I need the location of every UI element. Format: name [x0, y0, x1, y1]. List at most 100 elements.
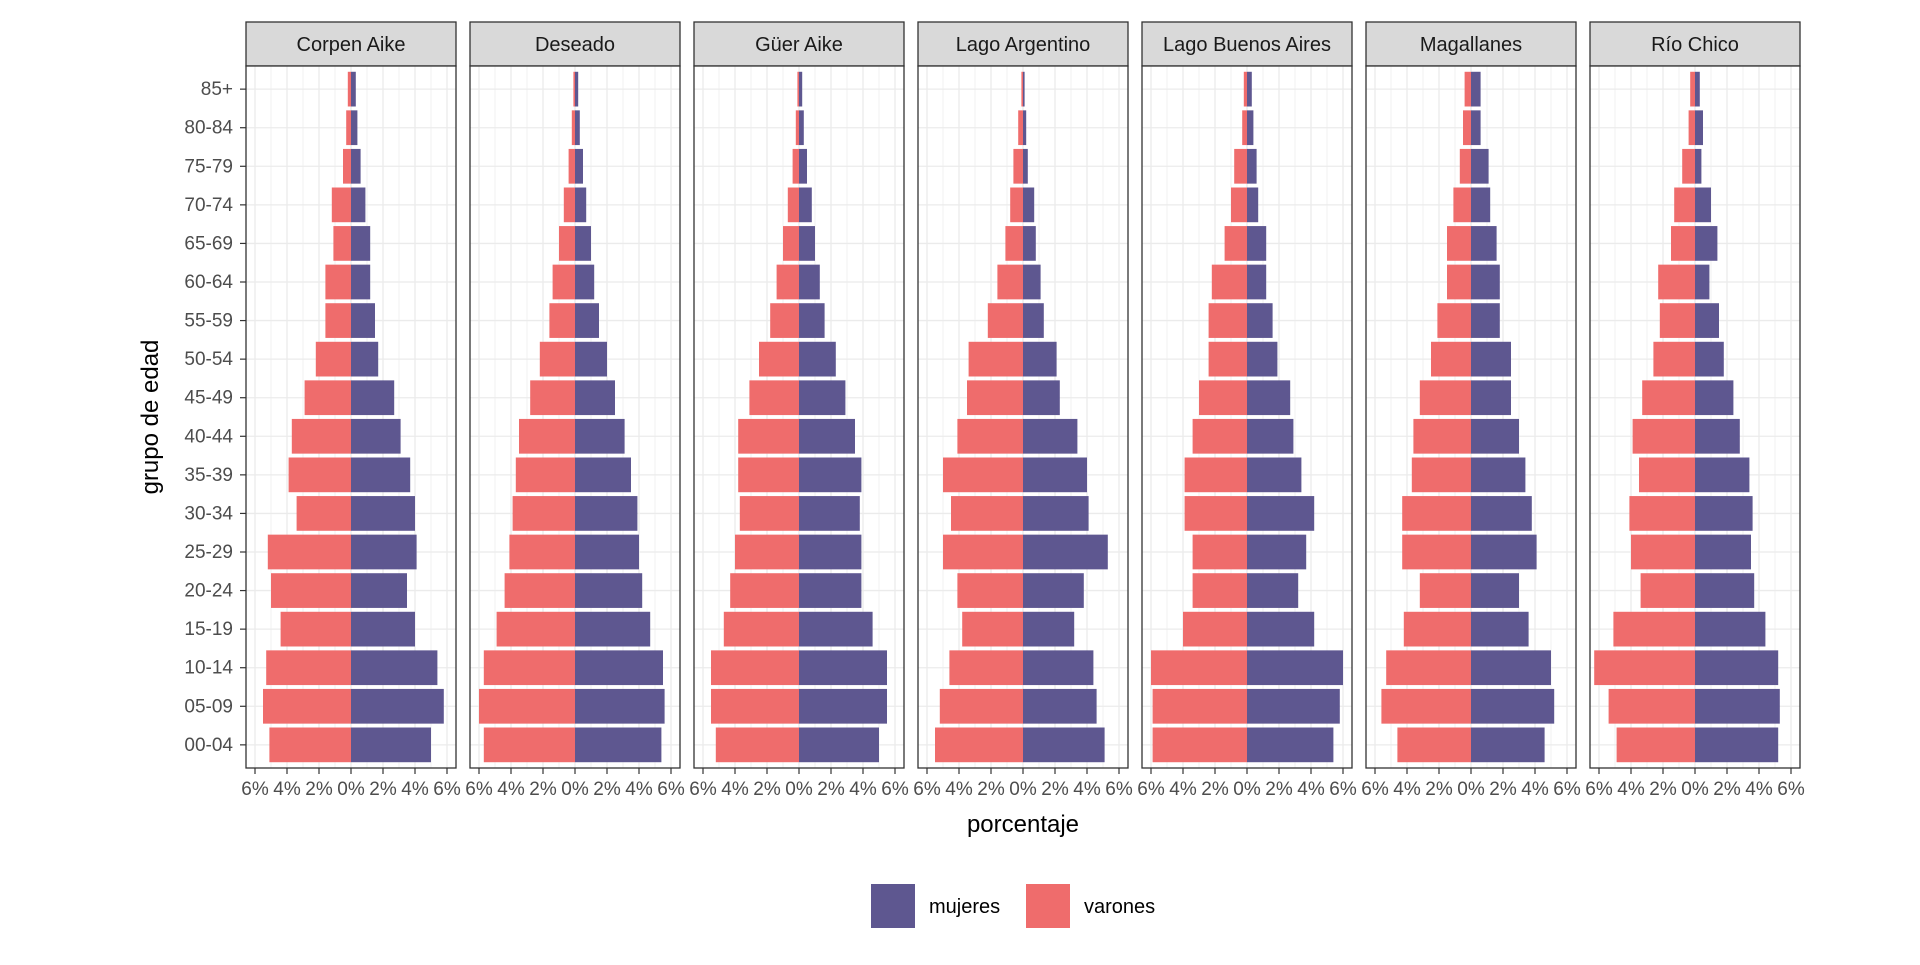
facet-strip-label: Magallanes: [1420, 34, 1522, 56]
bar-varones: [787, 187, 799, 223]
x-tick-label: 6%: [1105, 779, 1133, 800]
bar-varones: [1192, 534, 1247, 570]
bar-varones: [1453, 187, 1471, 223]
bar-mujeres: [351, 187, 366, 223]
bar-varones: [1211, 264, 1247, 300]
x-tick-label: 0%: [1009, 779, 1037, 800]
bar-mujeres: [351, 380, 395, 416]
bar-mujeres: [1247, 534, 1307, 570]
y-tick-label: 05-09: [184, 696, 233, 717]
facet-strip-label: Río Chico: [1651, 34, 1739, 56]
x-tick-label: 4%: [945, 779, 973, 800]
bar-varones: [962, 611, 1023, 647]
bar-mujeres: [351, 650, 438, 686]
bar-mujeres: [575, 496, 638, 531]
bar-varones: [715, 727, 799, 763]
x-tick-label: 0%: [1681, 779, 1709, 800]
y-tick-label: 60-64: [184, 272, 233, 293]
bar-mujeres: [1247, 341, 1278, 377]
bar-mujeres: [1471, 341, 1511, 377]
bar-mujeres: [575, 650, 663, 686]
bar-varones: [325, 264, 351, 300]
bar-varones: [1629, 496, 1695, 531]
bar-mujeres: [351, 418, 401, 454]
bar-mujeres: [1471, 264, 1500, 300]
bar-mujeres: [799, 688, 887, 724]
bar-varones: [783, 226, 799, 261]
facet-strip: [469, 21, 681, 67]
bar-varones: [997, 264, 1023, 300]
bar-mujeres: [1247, 418, 1294, 454]
bar-varones: [343, 148, 351, 184]
x-tick-label: 2%: [1425, 779, 1453, 800]
facet-strip-label: Lago Buenos Aires: [1163, 34, 1331, 56]
bar-varones: [1688, 110, 1695, 146]
y-axis-title: grupo de edad: [137, 340, 164, 495]
y-tick-label: 70-74: [184, 195, 233, 216]
bar-varones: [749, 380, 799, 416]
bar-varones: [1184, 457, 1247, 493]
bar-mujeres: [799, 110, 804, 146]
x-tick-label: 2%: [1713, 779, 1741, 800]
bar-mujeres: [1695, 71, 1700, 107]
facet-strip: [1365, 21, 1577, 67]
bar-varones: [1659, 303, 1695, 338]
bar-mujeres: [799, 496, 860, 531]
bar-varones: [939, 688, 1023, 724]
x-tick-label: 2%: [753, 779, 781, 800]
bar-mujeres: [799, 303, 825, 338]
facet-strip-label: Güer Aike: [755, 34, 843, 56]
bar-mujeres: [1023, 380, 1060, 416]
x-tick-label: 4%: [1617, 779, 1645, 800]
bar-mujeres: [351, 534, 417, 570]
bar-mujeres: [1023, 496, 1089, 531]
bar-varones: [1386, 650, 1471, 686]
bar-varones: [1642, 380, 1695, 416]
bar-mujeres: [575, 534, 639, 570]
bar-varones: [943, 534, 1023, 570]
x-tick-label: 2%: [593, 779, 621, 800]
bar-varones: [735, 534, 799, 570]
x-tick-label: 6%: [465, 779, 493, 800]
bar-mujeres: [351, 341, 379, 377]
bar-mujeres: [1023, 727, 1105, 763]
bar-mujeres: [1695, 187, 1711, 223]
bar-varones: [951, 496, 1023, 531]
x-tick-label: 6%: [1553, 779, 1581, 800]
bar-varones: [967, 380, 1023, 416]
bar-mujeres: [1695, 573, 1755, 608]
x-tick-label: 2%: [1265, 779, 1293, 800]
bar-mujeres: [1471, 573, 1519, 608]
bar-mujeres: [1247, 573, 1299, 608]
bar-mujeres: [575, 688, 665, 724]
bar-varones: [263, 688, 351, 724]
bar-varones: [267, 534, 351, 570]
y-tick-label: 50-54: [184, 349, 233, 370]
bar-varones: [987, 303, 1023, 338]
bar-mujeres: [575, 303, 599, 338]
legend-label: varones: [1084, 896, 1155, 918]
bar-varones: [943, 457, 1023, 493]
x-tick-label: 2%: [1201, 779, 1229, 800]
bar-mujeres: [1247, 71, 1252, 107]
bar-mujeres: [1023, 341, 1057, 377]
bar-mujeres: [1695, 650, 1779, 686]
bar-varones: [1431, 341, 1471, 377]
x-tick-label: 0%: [561, 779, 589, 800]
bar-varones: [1192, 418, 1247, 454]
bar-varones: [573, 71, 575, 107]
bar-mujeres: [1471, 187, 1491, 223]
x-tick-label: 2%: [1649, 779, 1677, 800]
y-tick-label: 10-14: [184, 658, 233, 679]
x-tick-label: 4%: [1297, 779, 1325, 800]
bar-varones: [530, 380, 575, 416]
bar-mujeres: [1695, 226, 1718, 261]
x-tick-label: 6%: [1361, 779, 1389, 800]
bar-varones: [1152, 688, 1247, 724]
bar-varones: [509, 534, 575, 570]
x-tick-label: 6%: [881, 779, 909, 800]
bar-mujeres: [1023, 611, 1075, 647]
x-tick-label: 4%: [497, 779, 525, 800]
facet-strip: [1141, 21, 1353, 67]
